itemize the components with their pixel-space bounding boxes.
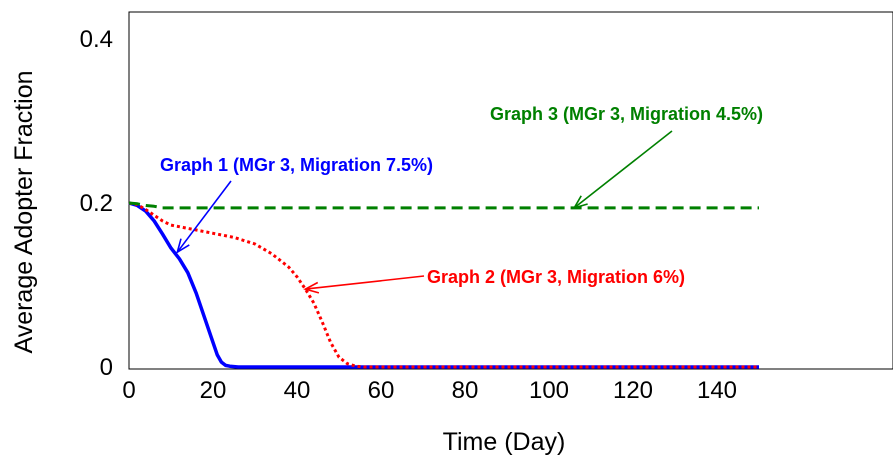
y-axis-label: Average Adopter Fraction [10,70,38,353]
plot-area [128,11,893,370]
x-tick-label: 140 [697,377,737,404]
x-tick-label: 20 [200,377,227,404]
series-line-1 [128,201,759,369]
annotation-arrow-2 [176,180,232,253]
x-tick-label: 80 [452,377,479,404]
x-tick-label: 0 [122,377,135,404]
x-tick-label: 40 [284,377,311,404]
annotation-arrow-3 [305,275,425,290]
x-tick-label: 100 [529,377,569,404]
x-axis-label: Time (Day) [443,428,566,456]
annotation-label-2: Graph 1 (MGr 3, Migration 7.5%) [160,155,433,175]
x-tick-label: 60 [368,377,395,404]
annotation-arrow-1 [573,130,673,209]
annotation-arrowhead-3 [303,281,320,294]
annotation-arrowhead-1 [572,195,588,210]
annotation-label-1: Graph 3 (MGr 3, Migration 4.5%) [490,104,763,124]
y-tick-label: 0.2 [80,190,113,217]
y-tick-label: 0 [100,354,113,381]
tick-layer: 0 20 40 60 80 100 120 140 0 0.2 0.4 [80,26,737,404]
annotation-layer: Graph 3 (MGr 3, Migration 4.5%) Graph 1 (… [160,104,763,294]
series-line-3 [128,201,759,210]
x-tick-label: 120 [613,377,653,404]
y-tick-label: 0.4 [80,26,113,53]
annotation-label-3: Graph 2 (MGr 3, Migration 6%) [427,267,685,287]
annotation-arrowhead-2 [176,238,190,254]
series-line-2 [128,201,759,369]
series-layer [128,201,759,369]
